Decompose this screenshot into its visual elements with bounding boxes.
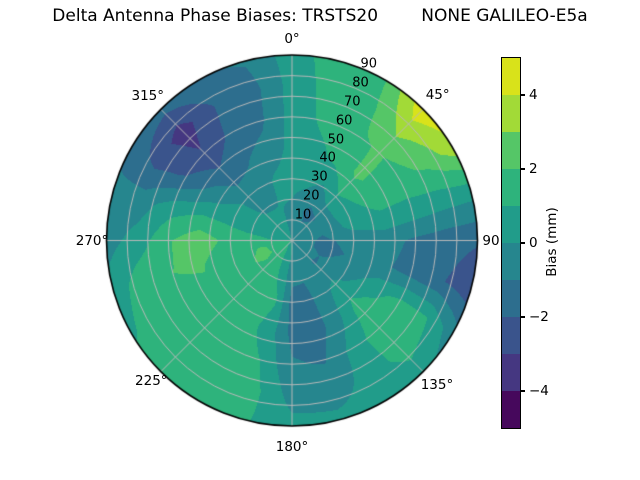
theta-label-180deg: 180°: [275, 438, 309, 455]
r-tick-label-70: 70: [344, 94, 361, 110]
colorbar-segment: [502, 243, 520, 280]
theta-label-315deg: 315°: [131, 88, 165, 105]
colorbar-tick-mark: [521, 168, 525, 170]
colorbar: [501, 57, 521, 429]
theta-label-270deg: 270°: [75, 232, 109, 249]
theta-label-0deg: 0°: [284, 30, 300, 47]
colorbar-tick-label-0: 0: [529, 235, 538, 251]
r-tick-label-80: 80: [352, 75, 369, 91]
r-tick-label-30: 30: [311, 169, 328, 185]
colorbar-tick-mark: [521, 316, 525, 318]
colorbar-segment: [502, 206, 520, 243]
colorbar-tick-label-m2: −2: [529, 309, 549, 325]
theta-label-45deg: 45°: [425, 86, 450, 103]
plot-title: Delta Antenna Phase Biases: TRSTS20 NONE…: [52, 6, 588, 26]
r-tick-label-50: 50: [327, 132, 345, 148]
theta-label-90deg: 90: [482, 232, 500, 249]
colorbar-segment: [502, 280, 520, 317]
r-tick-label-10: 10: [294, 207, 312, 223]
theta-label-135deg: 135°: [420, 377, 454, 394]
colorbar-segment: [502, 169, 520, 206]
colorbar-segment: [502, 95, 520, 132]
theta-label-225deg: 225°: [135, 373, 168, 390]
colorbar-tick-label-m4: −4: [529, 383, 549, 399]
colorbar-tick-label-4: 4: [529, 87, 538, 103]
colorbar-tick-mark: [521, 242, 525, 244]
colorbar-segment: [502, 354, 520, 391]
colorbar-tick-mark: [521, 390, 525, 392]
colorbar-segment: [502, 132, 520, 169]
colorbar-segment: [502, 391, 520, 428]
colorbar-axis-label: Bias (mm): [544, 207, 560, 277]
r-tick-label-90: 90: [360, 56, 378, 72]
r-tick-label-20: 20: [302, 188, 320, 204]
r-tick-label-40: 40: [319, 150, 336, 166]
colorbar-tick-label-2: 2: [529, 161, 538, 177]
r-tick-label-60: 60: [335, 113, 353, 129]
colorbar-segment: [502, 317, 520, 354]
colorbar-segment: [502, 58, 520, 95]
colorbar-tick-mark: [521, 94, 525, 96]
